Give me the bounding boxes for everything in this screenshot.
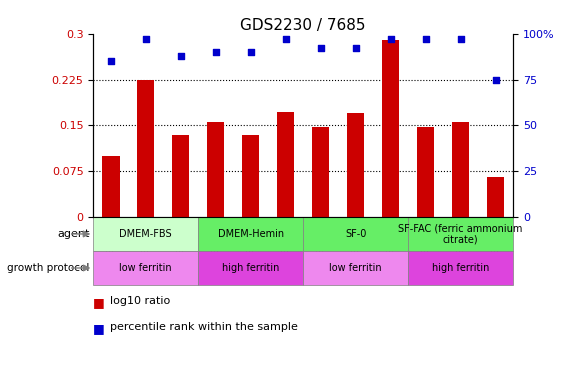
Point <box>246 49 255 55</box>
Text: growth protocol: growth protocol <box>8 263 90 273</box>
Bar <box>312 127 329 217</box>
Bar <box>277 112 294 217</box>
Point <box>106 58 115 64</box>
Bar <box>242 135 259 217</box>
Point <box>421 36 430 42</box>
Point <box>176 53 185 59</box>
Bar <box>172 135 189 217</box>
Bar <box>102 156 120 217</box>
Text: ■: ■ <box>93 322 109 336</box>
Point <box>141 36 150 42</box>
Bar <box>93 251 198 285</box>
Bar <box>303 251 408 285</box>
Point <box>491 76 500 82</box>
Bar <box>137 80 154 217</box>
Text: ■: ■ <box>93 296 109 309</box>
Text: DMEM-FBS: DMEM-FBS <box>120 229 172 239</box>
Text: DMEM-Hemin: DMEM-Hemin <box>217 229 284 239</box>
Title: GDS2230 / 7685: GDS2230 / 7685 <box>240 18 366 33</box>
Bar <box>207 122 224 217</box>
Bar <box>347 113 364 217</box>
Bar <box>93 217 198 251</box>
Bar <box>382 40 399 217</box>
Bar <box>198 217 303 251</box>
Point <box>316 45 325 51</box>
Bar <box>198 251 303 285</box>
Point <box>456 36 465 42</box>
Bar <box>303 217 408 251</box>
Point <box>281 36 290 42</box>
Text: log10 ratio: log10 ratio <box>110 296 170 306</box>
Bar <box>417 127 434 217</box>
Point <box>351 45 360 51</box>
Text: low ferritin: low ferritin <box>120 263 172 273</box>
Text: high ferritin: high ferritin <box>222 263 279 273</box>
Text: SF-0: SF-0 <box>345 229 366 239</box>
Point <box>386 36 395 42</box>
Point <box>211 49 220 55</box>
Text: agent: agent <box>57 229 90 239</box>
Bar <box>487 177 504 217</box>
Bar <box>452 122 469 217</box>
Bar <box>408 217 513 251</box>
Text: SF-FAC (ferric ammonium
citrate): SF-FAC (ferric ammonium citrate) <box>398 223 523 245</box>
Text: high ferritin: high ferritin <box>432 263 489 273</box>
Text: percentile rank within the sample: percentile rank within the sample <box>110 322 297 333</box>
Bar <box>408 251 513 285</box>
Text: low ferritin: low ferritin <box>329 263 382 273</box>
